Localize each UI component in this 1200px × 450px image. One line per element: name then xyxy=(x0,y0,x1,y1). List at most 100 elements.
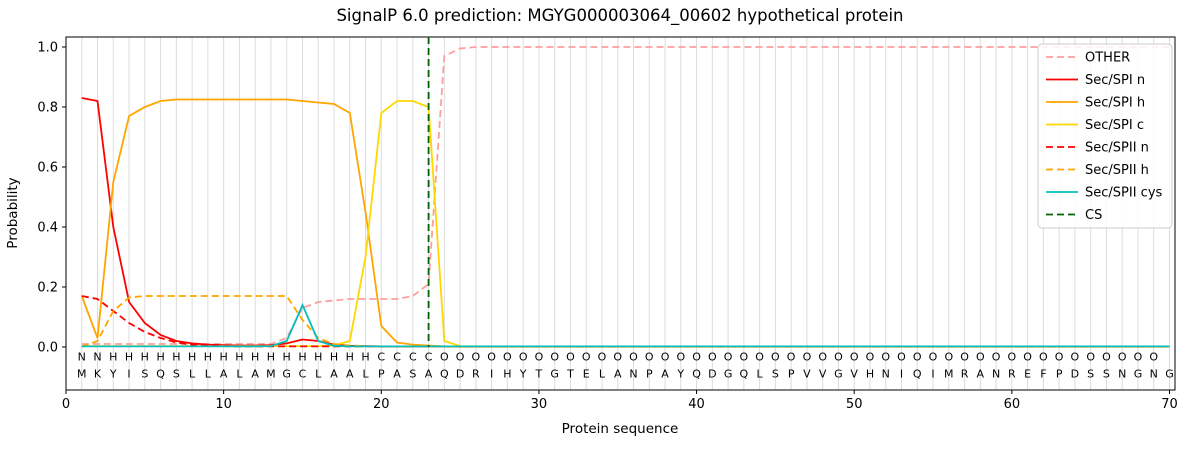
sequence-letter: Y xyxy=(519,368,527,381)
sequence-letter: G xyxy=(724,368,733,381)
x-tick-label: 50 xyxy=(846,397,863,412)
sequence-letter: M xyxy=(77,368,87,381)
sequence-letter: K xyxy=(94,368,102,381)
letters-layer: NMNKHYHIHSHQHSHLHLHAHLHAHMHGHCHLHAHAHLCP… xyxy=(77,351,1174,381)
sequence-letter: P xyxy=(378,368,385,381)
region-label: H xyxy=(283,351,291,364)
region-label: O xyxy=(1086,351,1095,364)
region-label: C xyxy=(377,351,385,364)
sequence-letter: A xyxy=(977,368,985,381)
region-label: O xyxy=(992,351,1001,364)
sequence-letter: A xyxy=(251,368,259,381)
sequence-letter: N xyxy=(629,368,637,381)
region-label: O xyxy=(960,351,969,364)
sequence-letter: L xyxy=(599,368,606,381)
x-tick-label: 40 xyxy=(688,397,705,412)
sequence-letter: N xyxy=(1150,368,1158,381)
region-label: H xyxy=(219,351,227,364)
sequence-letter: A xyxy=(346,368,354,381)
region-label: N xyxy=(78,351,86,364)
sequence-letter: Q xyxy=(740,368,749,381)
sequence-letter: E xyxy=(1024,368,1031,381)
region-label: O xyxy=(803,351,812,364)
x-tick-label: 70 xyxy=(1161,397,1178,412)
region-label: O xyxy=(472,351,481,364)
sequence-letter: C xyxy=(299,368,307,381)
sequence-letter: E xyxy=(583,368,590,381)
sequence-letter: Y xyxy=(109,368,117,381)
region-label: C xyxy=(393,351,401,364)
series-line-sec-spii-h xyxy=(81,295,1170,348)
region-label: O xyxy=(976,351,985,364)
series-line-sec-spi-c xyxy=(81,100,1170,348)
sequence-letter: T xyxy=(566,368,574,381)
region-label: O xyxy=(1071,351,1080,364)
sequence-letter: L xyxy=(236,368,243,381)
region-label: O xyxy=(850,351,859,364)
sequence-letter: R xyxy=(961,368,969,381)
sequence-letter: G xyxy=(1165,368,1174,381)
region-label: C xyxy=(409,351,417,364)
sequence-letter: S xyxy=(173,368,180,381)
sequence-letter: L xyxy=(757,368,764,381)
series-line-other xyxy=(81,46,1170,345)
region-label: H xyxy=(267,351,275,364)
legend-label: Sec/SPI c xyxy=(1085,118,1144,133)
region-label: O xyxy=(598,351,607,364)
sequence-letter: A xyxy=(220,368,228,381)
region-label: O xyxy=(629,351,638,364)
sequence-letter: A xyxy=(393,368,401,381)
series-line-sec-spi-h xyxy=(80,98,1170,348)
legend-layer: OTHER Sec/SPI n Sec/SPI h Sec/SPI c Sec/SPII… xyxy=(1037,43,1173,229)
sequence-letter: G xyxy=(550,368,559,381)
axes-layer: 0.0 0.2 0.4 0.6 0.8 1.0 0 10 20 30 40 50 60 70 xyxy=(37,36,1178,412)
region-label: O xyxy=(818,351,827,364)
sequence-letter: A xyxy=(614,368,622,381)
region-label: H xyxy=(298,351,306,364)
legend-label: Sec/SPI h xyxy=(1085,96,1145,111)
region-label: O xyxy=(771,351,780,364)
region-label: O xyxy=(708,351,717,364)
sequence-letter: P xyxy=(788,368,795,381)
region-label: O xyxy=(834,351,843,364)
region-label: H xyxy=(346,351,354,364)
region-label: H xyxy=(172,351,180,364)
legend-label: Sec/SPII cys xyxy=(1085,186,1163,201)
sequence-letter: G xyxy=(834,368,843,381)
region-label: O xyxy=(740,351,749,364)
sequence-letter: T xyxy=(535,368,543,381)
region-label: H xyxy=(188,351,196,364)
sequence-letter: R xyxy=(1008,368,1016,381)
sequence-letter: Q xyxy=(913,368,922,381)
x-tick-label: 60 xyxy=(1004,397,1021,412)
sequence-letter: S xyxy=(772,368,779,381)
legend-label: CS xyxy=(1085,208,1102,223)
region-label: O xyxy=(1023,351,1032,364)
sequence-letter: V xyxy=(850,368,858,381)
y-tick-label: 0.6 xyxy=(37,161,58,176)
sequence-letter: N xyxy=(992,368,1000,381)
x-tick-label: 0 xyxy=(62,397,70,412)
region-label: O xyxy=(676,351,685,364)
region-label: O xyxy=(897,351,906,364)
region-label: H xyxy=(361,351,369,364)
region-label: O xyxy=(566,351,575,364)
region-label: O xyxy=(1149,351,1158,364)
sequence-letter: L xyxy=(362,368,369,381)
region-label: H xyxy=(204,351,212,364)
region-label: O xyxy=(487,351,496,364)
region-label: O xyxy=(929,351,938,364)
region-label: H xyxy=(156,351,164,364)
sequence-letter: M xyxy=(944,368,954,381)
region-label: O xyxy=(866,351,875,364)
region-label: H xyxy=(235,351,243,364)
region-label: O xyxy=(881,351,890,364)
region-label: O xyxy=(535,351,544,364)
sequence-letter: Q xyxy=(156,368,165,381)
region-label: O xyxy=(440,351,449,364)
region-label: O xyxy=(1039,351,1048,364)
region-label: O xyxy=(1134,351,1143,364)
axes-box xyxy=(65,36,1176,391)
